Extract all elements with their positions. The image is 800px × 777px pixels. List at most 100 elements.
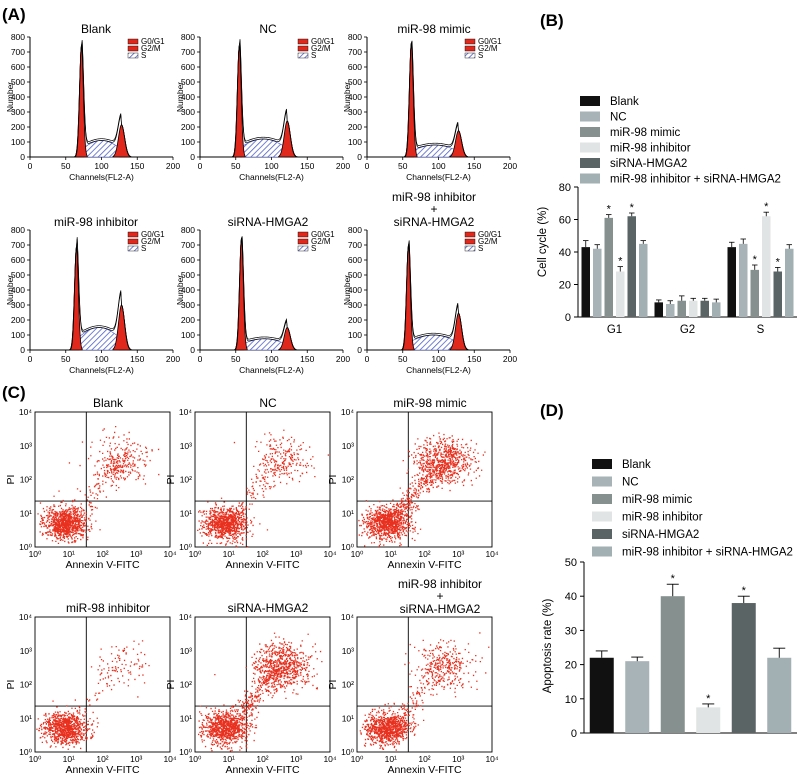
legend-swatch — [464, 38, 476, 45]
flow-title-combo-line2: siRNA-HMGA2 — [394, 215, 475, 229]
legend-label: G2/M — [311, 44, 331, 53]
x-axis-label: Channels(FL2-A) — [239, 172, 304, 182]
bar — [689, 300, 698, 317]
bar — [785, 248, 794, 317]
y-tick-label: 700 — [348, 240, 362, 250]
x-tick-label: 100 — [264, 354, 278, 364]
bar — [700, 300, 709, 317]
bar — [727, 247, 736, 317]
x-axis-label: Channels(FL2-A) — [406, 365, 471, 375]
x-tick-label: 10³ — [130, 754, 142, 764]
flow-histogram: 0 100 200 300 400 500 600 700 800 0 50 100 150 200 Num… — [342, 225, 517, 375]
y-tick-label: 0 — [190, 152, 195, 162]
x-axis-label: Annexin V-FITC — [387, 764, 462, 776]
x-tick-label: S — [757, 324, 765, 336]
x-tick-label: 50 — [231, 354, 241, 364]
y-tick-label: 500 — [348, 77, 362, 87]
dot-title-sirna: siRNA-HMGA2 — [228, 601, 309, 615]
event-dots — [198, 632, 323, 752]
panel-label-d: (D) — [540, 401, 564, 420]
x-tick-label: 10⁴ — [323, 754, 336, 764]
x-tick-label: 100 — [431, 354, 445, 364]
flow-histogram: 0 100 200 300 400 500 600 700 800 0 50 100 150 200 Num… — [342, 32, 517, 182]
legend-swatch — [464, 245, 476, 252]
legend-label: Blank — [622, 459, 651, 471]
y-tick-label: 700 — [181, 240, 195, 250]
legend-label: G2/M — [141, 44, 161, 53]
legend-label: S — [141, 51, 146, 60]
legend-swatch — [127, 45, 139, 52]
y-tick-label: 10³ — [20, 646, 32, 656]
bar — [767, 657, 792, 733]
x-tick-label: 0 — [365, 161, 370, 171]
event-dots — [197, 429, 329, 548]
y-tick-label: 700 — [181, 47, 195, 57]
y-tick-label: 800 — [181, 225, 195, 235]
significance-marker: * — [706, 693, 711, 705]
x-tick-label: 10² — [256, 754, 268, 764]
bar — [750, 269, 759, 317]
flow-histogram: 0 100 200 300 400 500 600 700 800 0 50 100 150 200 Num… — [175, 225, 350, 375]
significance-marker: * — [764, 201, 769, 213]
y-tick-label: 400 — [181, 285, 195, 295]
legend-swatch — [297, 238, 309, 245]
plot-frame — [34, 616, 171, 753]
x-axis-label: Channels(FL2-A) — [69, 172, 134, 182]
y-axis-label: Number — [175, 275, 185, 305]
bar — [627, 216, 636, 317]
panel-label-a: (A) — [2, 5, 26, 24]
y-tick-label: 0 — [571, 728, 577, 740]
y-tick-label: 400 — [348, 285, 362, 295]
event-dots — [359, 632, 490, 751]
fit-line — [72, 40, 138, 158]
significance-marker: * — [776, 256, 781, 268]
legend-swatch — [464, 45, 476, 52]
legend-swatch — [592, 511, 612, 522]
cell-cycle-bar-chart: Cell cycle (%) Blank NC miR-98 mimic miR-98… — [537, 96, 797, 336]
bar — [616, 271, 625, 317]
bar — [639, 243, 648, 317]
y-tick-label: 400 — [181, 92, 195, 102]
y-tick-label: 50 — [565, 557, 577, 569]
fit-line — [232, 236, 303, 351]
x-tick-label: 10⁰ — [29, 754, 42, 764]
y-tick-label: 600 — [181, 255, 195, 265]
y-tick-label: 400 — [11, 285, 25, 295]
y-tick-label: 300 — [11, 300, 25, 310]
y-tick-label: 100 — [348, 330, 362, 340]
dot-title-inhibitor: miR-98 inhibitor — [66, 601, 150, 615]
legend-label: S — [311, 51, 316, 60]
legend-swatch — [297, 245, 309, 252]
x-tick-label: 10⁴ — [485, 549, 498, 559]
legend-swatch — [592, 546, 612, 557]
x-tick-label: 10⁰ — [351, 754, 364, 764]
x-tick-label: 50 — [398, 354, 408, 364]
y-tick-label: 200 — [348, 122, 362, 132]
x-tick-label: 10¹ — [223, 754, 235, 764]
y-tick-label: 700 — [11, 240, 25, 250]
x-tick-label: 100 — [264, 161, 278, 171]
significance-marker: * — [607, 204, 612, 216]
legend-label: G2/M — [141, 237, 161, 246]
legend-swatch — [464, 238, 476, 245]
bar — [654, 302, 663, 317]
legend-swatch — [127, 52, 139, 59]
x-axis-label: Channels(FL2-A) — [69, 365, 134, 375]
s-phase-area — [79, 327, 119, 351]
legend-swatch — [127, 238, 139, 245]
x-tick-label: 150 — [130, 161, 144, 171]
y-tick-label: 400 — [348, 92, 362, 102]
y-axis-label: PI — [327, 680, 339, 690]
x-tick-label: 10³ — [452, 549, 464, 559]
y-tick-label: 10³ — [180, 646, 192, 656]
legend-swatch — [127, 245, 139, 252]
legend-label: G2/M — [478, 44, 498, 53]
y-tick-label: 20 — [565, 660, 577, 672]
x-tick-label: 10⁰ — [189, 754, 202, 764]
legend-swatch — [297, 38, 309, 45]
legend-label: NC — [622, 477, 639, 489]
